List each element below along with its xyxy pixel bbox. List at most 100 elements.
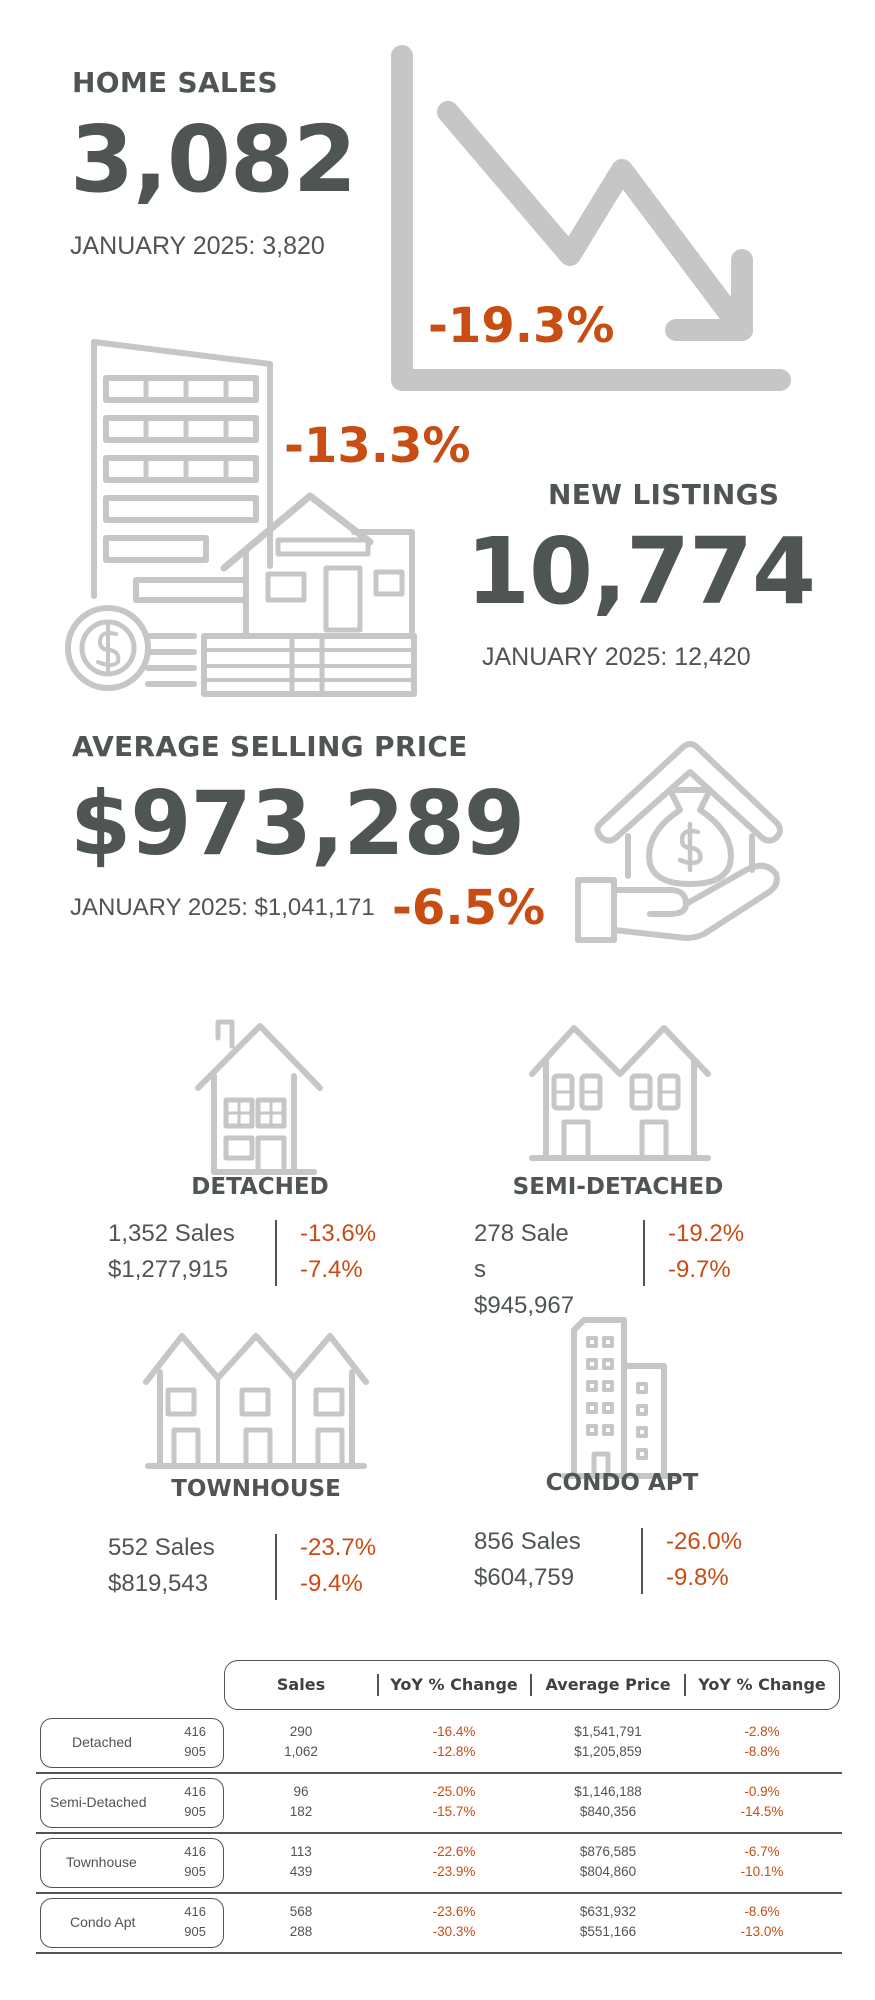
detached-price: $1,277,915 — [108, 1256, 229, 1283]
table-row-code: 905 — [184, 1864, 206, 1879]
table-cell: -30.3% — [432, 1924, 476, 1939]
category-change-detached: -13.6% -7.4% — [300, 1216, 376, 1288]
category-stats-semi-detached: 278 Sale s $945,967 — [474, 1216, 574, 1324]
avg-price-title: AVERAGE SELLING PRICE — [72, 730, 468, 763]
semi-detached-icon — [529, 1025, 711, 1161]
table-cell: -25.0% — [432, 1784, 476, 1799]
table-header-average-price: Average Price — [545, 1675, 671, 1694]
detached-sales-change: -13.6% — [300, 1220, 377, 1247]
townhouse-divider — [275, 1534, 277, 1600]
table-cell: $876,585 — [579, 1844, 637, 1859]
table-row-code: 905 — [184, 1924, 206, 1939]
new-listings-title: NEW LISTINGS — [548, 478, 780, 511]
table-cell: -2.8% — [744, 1724, 780, 1739]
table-row-label-condo-apt — [40, 1898, 224, 1948]
table-row-type: Condo Apt — [70, 1914, 136, 1930]
semi-detached-sales-wrap: s — [474, 1256, 486, 1283]
townhouse-price-change: -9.4% — [300, 1570, 363, 1597]
table-header-separator — [377, 1674, 379, 1696]
table-cell: 288 — [289, 1924, 313, 1939]
category-stats-condo-apt: 856 Sales $604,759 — [474, 1524, 581, 1596]
chart-down-icon — [391, 45, 791, 391]
table-cell: 113 — [290, 1844, 312, 1859]
semi-detached-sales-change: -19.2% — [668, 1220, 745, 1247]
table-cell: -14.5% — [740, 1804, 784, 1819]
table-cell: 1,062 — [284, 1744, 318, 1759]
table-cell: -0.9% — [744, 1784, 780, 1799]
table-cell: -8.6% — [744, 1904, 780, 1919]
table-cell: 182 — [289, 1804, 313, 1819]
table-row-code: 416 — [184, 1724, 206, 1739]
table-row-divider — [36, 1952, 842, 1954]
table-row-type: Semi-Detached — [50, 1794, 147, 1810]
townhouse-icon — [143, 1333, 369, 1469]
table-header-price-yoy: YoY % Change — [698, 1675, 826, 1694]
table-header-separator — [684, 1674, 686, 1696]
table-row-code: 416 — [184, 1784, 206, 1799]
table-cell: $1,146,188 — [574, 1784, 642, 1799]
avg-price-value: $973,289 — [70, 772, 525, 875]
condo-apt-price-change: -9.8% — [666, 1564, 729, 1591]
townhouse-sales-change: -23.7% — [300, 1534, 377, 1561]
table-row-label-detached — [40, 1718, 224, 1768]
table-cell: -6.7% — [744, 1844, 780, 1859]
category-change-townhouse: -23.7% -9.4% — [300, 1530, 376, 1602]
home-sales-value: 3,082 — [70, 106, 357, 213]
table-cell: 290 — [289, 1724, 313, 1739]
category-stats-detached: 1,352 Sales $1,277,915 — [108, 1216, 235, 1288]
avg-price-change: -6.5% — [392, 880, 546, 936]
new-listings-previous: JANUARY 2025: 12,420 — [482, 643, 751, 671]
table-cell: -10.1% — [740, 1864, 784, 1879]
townhouse-price: $819,543 — [108, 1570, 209, 1597]
table-header-separator — [530, 1674, 532, 1696]
detached-sales: 1,352 Sales — [108, 1220, 235, 1247]
table-cell: -15.7% — [432, 1804, 476, 1819]
table-cell: -22.6% — [432, 1844, 476, 1859]
condo-apt-price: $604,759 — [474, 1564, 575, 1591]
hand-house-moneybag-icon — [575, 741, 783, 943]
table-row-divider — [36, 1772, 842, 1774]
table-row-label-townhouse — [40, 1838, 224, 1888]
townhouse-sales: 552 Sales — [108, 1534, 215, 1561]
buildings-house-coins-icon — [65, 339, 417, 697]
table-cell: -16.4% — [432, 1724, 476, 1739]
table-cell: $840,356 — [579, 1804, 637, 1819]
table-header — [224, 1660, 840, 1710]
table-row-type: Townhouse — [66, 1854, 137, 1870]
table-cell: -12.8% — [432, 1744, 476, 1759]
table-row-type: Detached — [72, 1734, 132, 1750]
table-cell: -23.9% — [432, 1864, 476, 1879]
table-cell: 96 — [293, 1784, 309, 1799]
table-row-divider — [36, 1832, 842, 1834]
table-cell: $1,205,859 — [574, 1744, 642, 1759]
new-listings-change: -13.3% — [284, 418, 471, 474]
semi-detached-sales: 278 Sale — [474, 1220, 569, 1247]
table-cell: $631,932 — [579, 1904, 637, 1919]
table-row-code: 416 — [184, 1904, 206, 1919]
home-sales-title: HOME SALES — [72, 66, 278, 99]
category-change-semi-detached: -19.2% -9.7% — [668, 1216, 744, 1288]
category-title-detached: DETACHED — [191, 1174, 329, 1200]
table-cell: -13.0% — [740, 1924, 784, 1939]
condo-apt-divider — [641, 1528, 643, 1594]
category-title-condo-apt: CONDO APT — [545, 1470, 699, 1496]
table-row-code: 905 — [184, 1744, 206, 1759]
table-cell: -8.8% — [744, 1744, 780, 1759]
table-cell: -23.6% — [432, 1904, 476, 1919]
table-row-code: 416 — [184, 1844, 206, 1859]
semi-detached-divider — [643, 1220, 645, 1286]
home-sales-change: -19.3% — [428, 298, 615, 354]
category-change-condo-apt: -26.0% -9.8% — [666, 1524, 742, 1596]
detached-price-change: -7.4% — [300, 1256, 363, 1283]
table-row-code: 905 — [184, 1804, 206, 1819]
table-cell: $1,541,791 — [574, 1724, 642, 1739]
detached-divider — [275, 1220, 277, 1286]
avg-price-previous: JANUARY 2025: $1,041,171 — [70, 894, 375, 921]
condo-apt-sales: 856 Sales — [474, 1528, 581, 1555]
table-cell: $804,860 — [579, 1864, 637, 1879]
semi-detached-price: $945,967 — [474, 1292, 575, 1319]
semi-detached-price-change: -9.7% — [668, 1256, 731, 1283]
home-sales-previous: JANUARY 2025: 3,820 — [70, 232, 325, 260]
category-title-townhouse: TOWNHOUSE — [171, 1476, 341, 1502]
category-stats-townhouse: 552 Sales $819,543 — [108, 1530, 215, 1602]
